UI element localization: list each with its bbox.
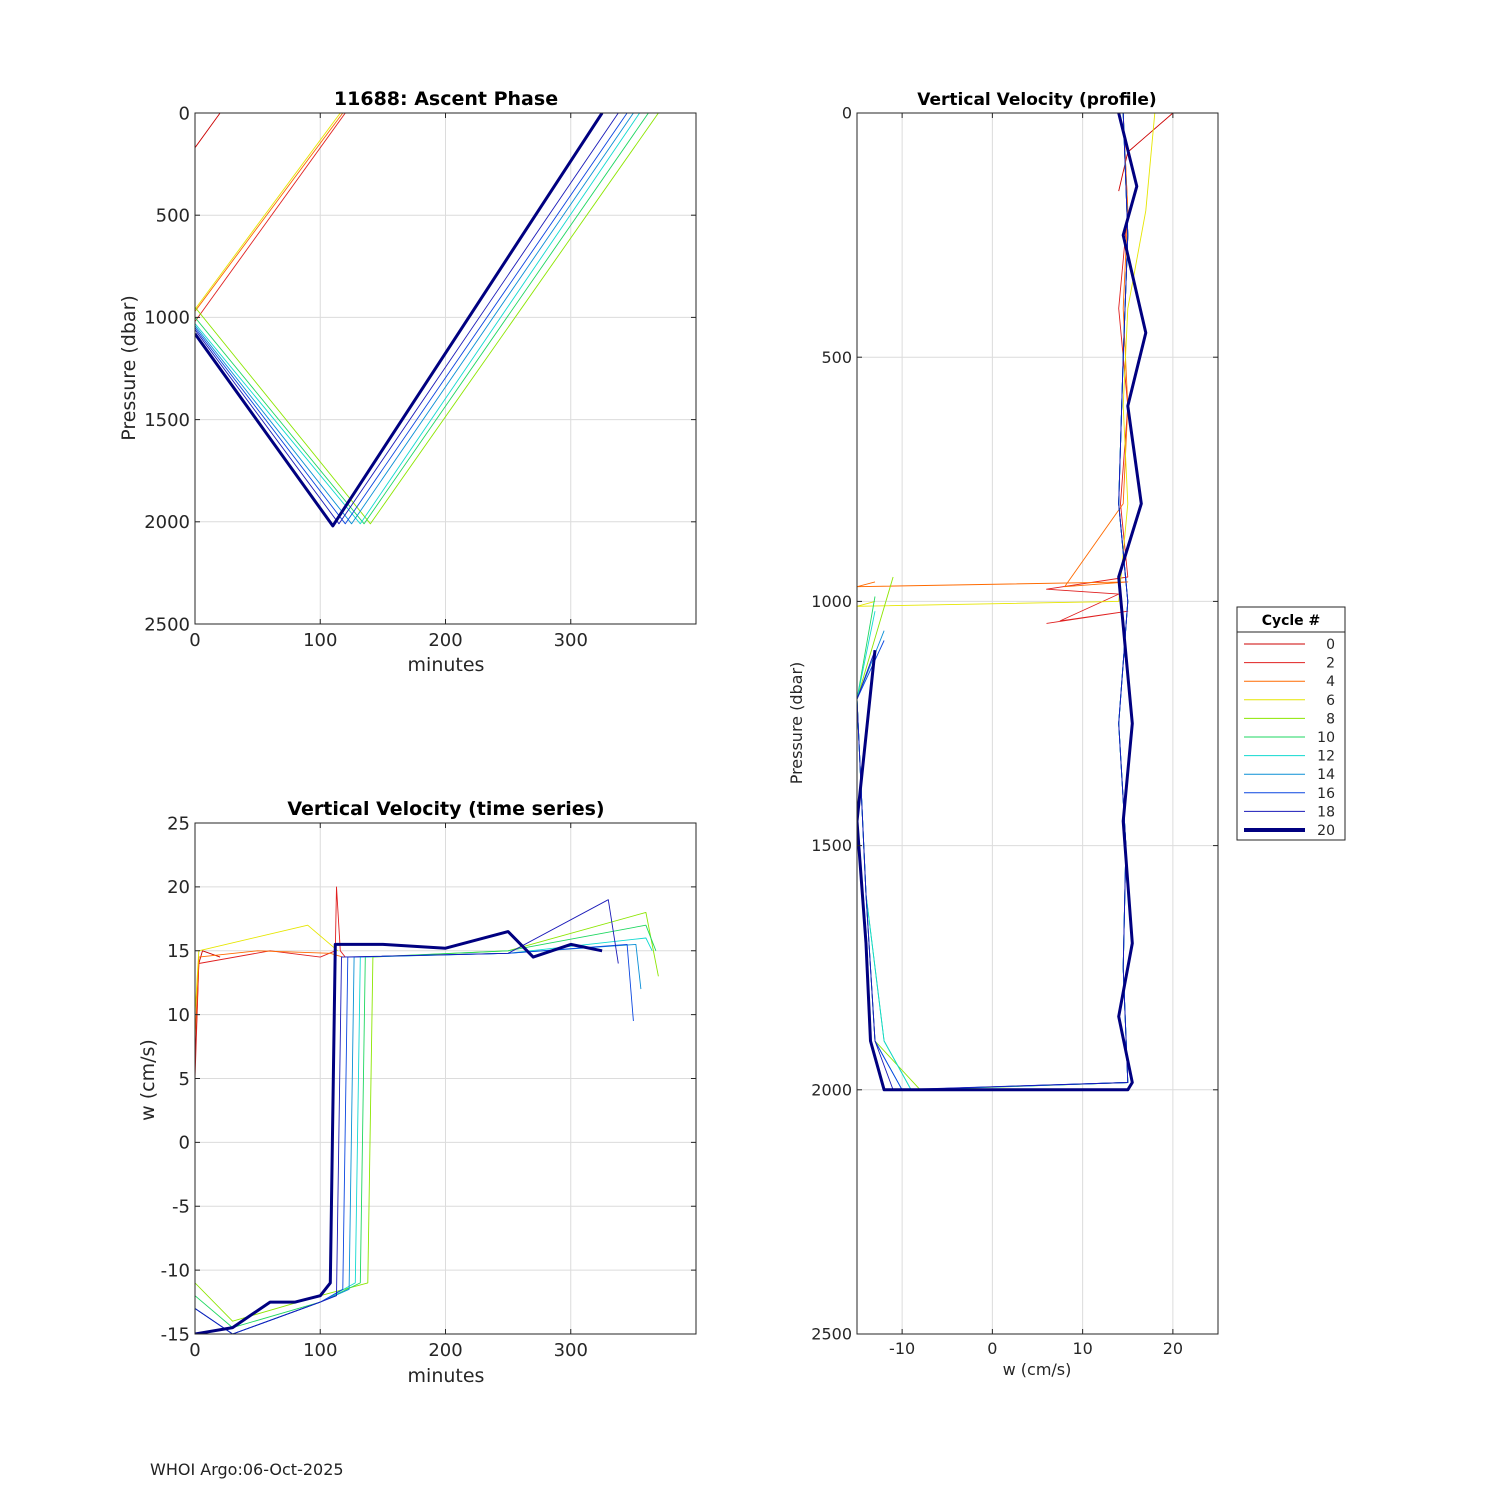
y-tick-label: -10 xyxy=(161,1260,190,1281)
x-tick-label: 200 xyxy=(428,630,462,651)
series-cycle-18 xyxy=(195,113,619,525)
y-tick-label: 1500 xyxy=(811,836,852,855)
legend-label-cycle-14: 14 xyxy=(1317,767,1335,783)
ts-ticks: 0 100 200 300 -15 -10 -5 0 5 10 15 20 25 xyxy=(161,813,696,1361)
y-tick-label: 5 xyxy=(179,1069,190,1090)
series-cycle-10 xyxy=(195,113,649,525)
y-tick-label: 1000 xyxy=(811,592,852,611)
series-cycle-8 xyxy=(195,113,659,525)
legend-label-cycle-16: 16 xyxy=(1317,786,1335,802)
profile-ticks: -10 0 10 20 0 500 1000 1500 2000 2500 xyxy=(811,104,1218,1358)
profile-grid xyxy=(857,112,1218,1335)
series-cycle-20 xyxy=(857,113,1148,1092)
x-tick-label: 100 xyxy=(303,630,337,651)
series-cycle-16 xyxy=(195,113,628,525)
cycle-legend: Cycle # 0 2 4 6 8 10 12 14 16 18 20 xyxy=(1236,606,1346,841)
y-tick-label: -15 xyxy=(161,1324,190,1345)
ascent-phase-chart: 11688: Ascent Phase 0 100 200 300 0 500 1000 15… xyxy=(118,88,697,676)
y-tick-label: 1500 xyxy=(144,410,190,431)
series-cycle-18 xyxy=(195,899,619,1334)
ascent-xlabel: minutes xyxy=(408,654,485,676)
legend-label-cycle-12: 12 xyxy=(1317,749,1335,765)
ascent-series xyxy=(195,113,659,528)
series-cycle-6 xyxy=(857,113,1156,607)
y-tick-label: 0 xyxy=(842,104,852,123)
y-tick-label: 0 xyxy=(179,103,190,124)
ascent-ticks: 0 100 200 300 0 500 1000 1500 2000 2500 xyxy=(144,103,696,651)
y-tick-label: 500 xyxy=(156,206,190,227)
series-cycle-4 xyxy=(195,113,344,312)
ascent-title: 11688: Ascent Phase xyxy=(334,88,558,110)
series-cycle-16 xyxy=(195,943,634,1334)
x-tick-label: 300 xyxy=(554,1340,588,1361)
legend-label-cycle-8: 8 xyxy=(1326,711,1335,727)
velocity-time-series-chart: Vertical Velocity (time series) 0 100 200 3… xyxy=(137,798,697,1387)
series-cycle-10 xyxy=(195,924,657,1329)
legend-label-cycle-18: 18 xyxy=(1317,804,1335,820)
series-cycle-18 xyxy=(857,113,1129,1091)
series-cycle-12 xyxy=(195,937,653,1334)
x-tick-label: 200 xyxy=(428,1340,462,1361)
ts-title: Vertical Velocity (time series) xyxy=(287,798,604,820)
y-tick-label: -5 xyxy=(172,1197,190,1218)
y-tick-label: 20 xyxy=(167,877,190,898)
legend-box xyxy=(1236,606,1346,841)
profile-axes-box xyxy=(856,112,1219,1335)
footer-credit: WHOI Argo:06-Oct-2025 xyxy=(150,1460,344,1479)
ascent-grid xyxy=(194,112,696,625)
legend-label-cycle-20: 20 xyxy=(1317,823,1335,839)
series-cycle-12 xyxy=(195,113,640,525)
legend-label-cycle-6: 6 xyxy=(1326,693,1335,709)
ts-xlabel: minutes xyxy=(408,1365,485,1387)
y-tick-label: 2500 xyxy=(811,1325,852,1344)
legend-label-cycle-2: 2 xyxy=(1326,656,1335,672)
ts-ylabel: w (cm/s) xyxy=(137,1039,159,1121)
legend-label-cycle-4: 4 xyxy=(1326,674,1335,690)
series-cycle-20 xyxy=(195,930,603,1334)
y-tick-label: 500 xyxy=(821,348,852,367)
x-tick-label: 300 xyxy=(554,630,588,651)
x-tick-label: 20 xyxy=(1163,1339,1183,1358)
velocity-profile-chart: Vertical Velocity (profile) -10 0 10 200500… xyxy=(787,90,1346,1379)
x-tick-label: 0 xyxy=(987,1339,997,1358)
x-tick-label: 0 xyxy=(189,630,200,651)
series-cycle-14 xyxy=(195,113,634,525)
series-cycle-2 xyxy=(195,886,346,1079)
y-tick-label: 2000 xyxy=(144,512,190,533)
series-cycle-6 xyxy=(195,113,341,310)
y-tick-label: 10 xyxy=(167,1005,190,1026)
y-tick-label: 2500 xyxy=(144,614,190,635)
profile-ylabel: Pressure (dbar) xyxy=(787,662,806,785)
x-tick-label: 10 xyxy=(1072,1339,1092,1358)
y-tick-label: 1000 xyxy=(144,308,190,329)
series-cycle-8 xyxy=(195,911,659,1322)
profile-title: Vertical Velocity (profile) xyxy=(917,90,1156,110)
profile-series xyxy=(857,113,1174,1092)
series-cycle-0 xyxy=(195,113,221,148)
y-tick-label: 25 xyxy=(167,813,190,834)
ascent-ylabel: Pressure (dbar) xyxy=(118,295,140,441)
ts-grid xyxy=(194,822,696,1335)
series-cycle-6 xyxy=(195,924,339,1015)
y-tick-label: 0 xyxy=(179,1133,190,1154)
y-tick-label: 2000 xyxy=(811,1080,852,1099)
x-tick-label: 0 xyxy=(189,1340,200,1361)
legend-items: 0 2 4 6 8 10 12 14 16 18 20 xyxy=(1244,637,1335,839)
series-cycle-2 xyxy=(1046,113,1129,624)
profile-xlabel: w (cm/s) xyxy=(1003,1360,1072,1379)
series-cycle-2 xyxy=(195,113,346,322)
legend-label-cycle-0: 0 xyxy=(1326,637,1335,653)
x-tick-label: -10 xyxy=(889,1339,915,1358)
ts-series xyxy=(195,886,659,1334)
x-tick-label: 100 xyxy=(303,1340,337,1361)
legend-label-cycle-10: 10 xyxy=(1317,730,1335,746)
y-tick-label: 15 xyxy=(167,941,190,962)
series-cycle-20 xyxy=(195,113,604,528)
legend-title: Cycle # xyxy=(1262,613,1321,629)
series-cycle-14 xyxy=(195,943,642,1334)
